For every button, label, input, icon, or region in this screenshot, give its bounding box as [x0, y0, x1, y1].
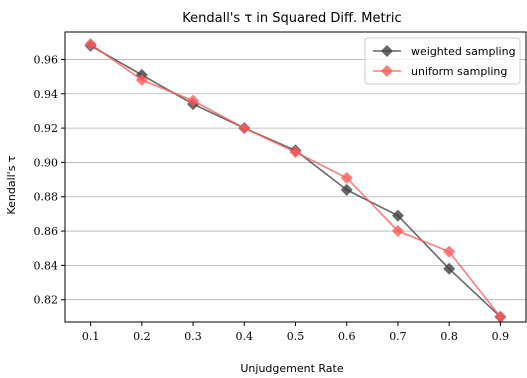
series-layer [84, 38, 507, 323]
x-tick-label: 0.1 [82, 330, 100, 343]
legend-marker [381, 65, 393, 77]
legend-label: weighted sampling [411, 45, 516, 58]
legend-marker [381, 45, 393, 57]
x-axis-label: Unjudgement Rate [240, 362, 344, 375]
data-point [340, 183, 353, 196]
data-point [443, 262, 456, 275]
data-point [135, 74, 148, 87]
y-tick-label: 0.96 [34, 53, 59, 66]
x-tick-label: 0.9 [492, 330, 510, 343]
y-tick-label: 0.90 [34, 156, 59, 169]
x-tick-label: 0.5 [287, 330, 305, 343]
grid-lines [65, 59, 526, 301]
legend-label: uniform sampling [411, 65, 507, 78]
x-tick-label: 0.6 [338, 330, 356, 343]
data-point [187, 94, 200, 107]
y-tick-label: 0.92 [34, 122, 59, 135]
y-tick-label: 0.94 [34, 88, 59, 101]
legend-entry: uniform sampling [373, 65, 507, 78]
data-point [289, 146, 302, 159]
x-tick-label: 0.4 [236, 330, 254, 343]
legend: weighted sampling uniform sampling [364, 37, 521, 85]
data-point [494, 310, 507, 323]
series-2 [84, 38, 507, 323]
data-point [84, 38, 97, 51]
data-point [340, 171, 353, 184]
y-tick-label: 0.88 [34, 191, 59, 204]
x-tick-label: 0.7 [389, 330, 407, 343]
y-ticks: 0.82 0.84 0.86 0.88 0.90 0.92 0.94 0.96 [34, 53, 65, 307]
data-point [391, 209, 404, 222]
chart-title: Kendall's τ in Squared Diff. Metric [182, 11, 401, 26]
y-tick-label: 0.82 [34, 294, 59, 307]
x-tick-label: 0.8 [440, 330, 458, 343]
y-tick-label: 0.84 [34, 259, 59, 272]
y-tick-label: 0.86 [34, 225, 59, 238]
data-point [238, 122, 251, 135]
legend-entry: weighted sampling [373, 45, 516, 58]
x-ticks: 0.1 0.2 0.3 0.4 0.5 0.6 0.7 0.8 0.9 [82, 322, 509, 343]
data-point [391, 225, 404, 238]
y-axis-label: Kendall's τ [5, 155, 18, 214]
x-tick-label: 0.3 [184, 330, 202, 343]
x-tick-label: 0.2 [133, 330, 151, 343]
data-point [443, 245, 456, 258]
legend-box [364, 37, 521, 85]
